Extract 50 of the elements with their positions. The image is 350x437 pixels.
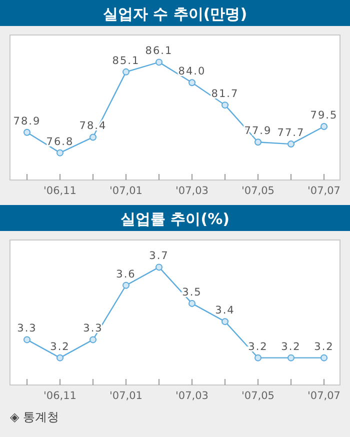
- data-label: 3.5: [182, 286, 202, 298]
- data-label: 86.1: [145, 45, 173, 58]
- point: [24, 336, 30, 344]
- point: [122, 282, 130, 289]
- point: [320, 123, 328, 130]
- data-label: 3.7: [149, 250, 169, 262]
- point: [188, 300, 196, 307]
- chart-title: 실업자 수 추이(만명): [102, 5, 248, 23]
- x-tick-label: '07,03: [176, 390, 208, 402]
- data-label: 3.2: [248, 340, 268, 353]
- data-label: 3.4: [215, 304, 235, 317]
- point: [122, 68, 130, 76]
- point: [254, 138, 262, 146]
- point: [222, 318, 228, 326]
- data-label: 85.1: [112, 54, 140, 67]
- data-label: 79.5: [310, 110, 338, 122]
- point: [254, 354, 262, 362]
- data-label: 3.2: [314, 340, 334, 353]
- data-label: 3.3: [17, 322, 37, 335]
- point: [288, 140, 294, 148]
- data-label: 81.7: [211, 88, 239, 100]
- point: [56, 354, 64, 362]
- chart-title: 실업률 추이(%): [120, 210, 230, 228]
- point: [222, 102, 228, 109]
- point: [156, 58, 162, 66]
- point: [320, 354, 328, 362]
- data-label: 3.6: [116, 268, 136, 280]
- x-tick-label: '07,05: [242, 185, 274, 197]
- x-tick-label: '07,03: [176, 185, 208, 197]
- x-tick-label: '07,01: [110, 390, 142, 402]
- text: ◈ 통계청: [10, 410, 60, 424]
- point: [90, 134, 96, 141]
- x-tick-label: '06,11: [44, 390, 76, 402]
- data-label: 84.0: [178, 66, 206, 78]
- point: [156, 264, 162, 271]
- data-label: 76.8: [46, 136, 74, 148]
- x-tick-label: '07,01: [110, 185, 142, 197]
- x-tick-label: '07,05: [242, 390, 274, 402]
- point: [56, 149, 64, 156]
- point: [90, 336, 96, 344]
- point: [188, 79, 196, 86]
- point: [288, 354, 294, 362]
- data-label: 3.2: [281, 340, 301, 353]
- x-tick-label: '07,07: [308, 185, 340, 197]
- data-label: 78.9: [13, 115, 41, 128]
- x-tick-label: '06,11: [44, 185, 76, 197]
- data-label: 3.2: [50, 340, 70, 353]
- point: [24, 128, 30, 136]
- data-label: 77.7: [277, 127, 305, 140]
- x-tick-label: '07,07: [308, 390, 340, 402]
